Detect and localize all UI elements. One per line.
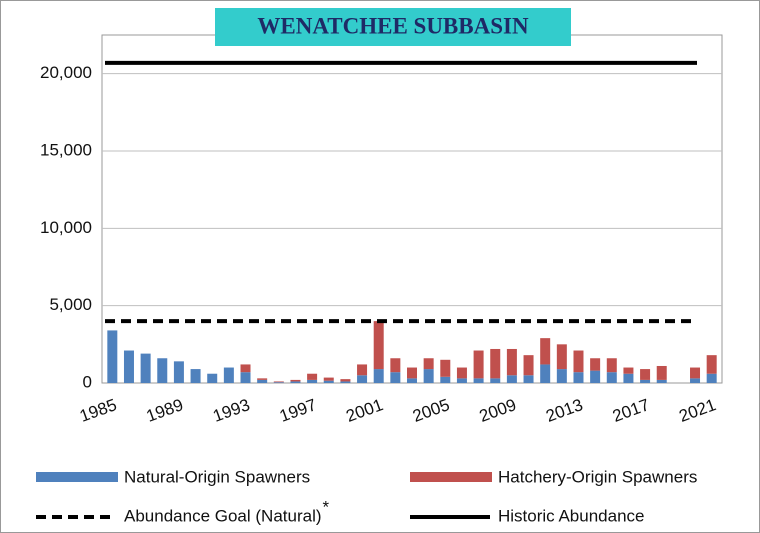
bar-segment (290, 379, 301, 382)
bar-segment (523, 355, 534, 376)
bar-segment (440, 376, 451, 383)
bar-segment (240, 364, 251, 373)
bar-segment (323, 380, 334, 383)
bar-segment (706, 355, 717, 374)
bar-segment (373, 321, 384, 370)
bar-segment (257, 378, 268, 380)
y-tick-label: 20,000 (40, 63, 92, 82)
bar-segment (323, 377, 334, 381)
bar-segment (107, 330, 118, 383)
legend-label: Natural-Origin Spawners (124, 467, 310, 486)
bar-segment (407, 367, 417, 379)
bar-segment (357, 375, 368, 383)
bar-segment (273, 381, 284, 383)
bar-segment (207, 373, 218, 383)
bar-segment (273, 382, 284, 383)
bar-segment (390, 372, 401, 383)
bar-segment (390, 358, 401, 373)
bar-segment (223, 367, 234, 383)
legend: Natural-Origin Spawners Hatchery-Origin S… (36, 467, 697, 525)
bar-segment (590, 358, 601, 371)
reference-lines (105, 60, 697, 324)
bar-segment (140, 353, 151, 383)
bar-segment (240, 372, 251, 383)
bar-segment (290, 381, 301, 383)
bar-segment (656, 365, 667, 380)
bar-segment (640, 369, 651, 380)
bar-segment (373, 369, 384, 383)
bar-segment (523, 375, 534, 383)
bar-segment (340, 381, 351, 383)
bar-segment (340, 379, 351, 382)
bar-segment (423, 369, 434, 383)
bar-segment (307, 373, 318, 380)
y-tick-label: 5,000 (49, 295, 92, 314)
y-tick-label: 10,000 (40, 218, 92, 237)
bar-segment (456, 367, 467, 379)
grid (102, 73, 722, 384)
bar-segment (307, 379, 318, 383)
bar-segment (540, 338, 551, 365)
bar-segment (423, 358, 434, 370)
bar-segment (190, 369, 201, 383)
legend-label: Hatchery-Origin Spawners (498, 467, 697, 486)
bar-segment (623, 367, 634, 374)
plot-area (101, 34, 723, 384)
bar-segment (157, 358, 168, 383)
bar-segment (706, 373, 717, 383)
bar-segment (623, 373, 634, 383)
bar-segment (573, 350, 584, 373)
bar-segment (173, 361, 184, 383)
bar-segment (656, 379, 667, 383)
bar-segment (257, 379, 268, 383)
bar-segment (506, 375, 517, 383)
y-tick-label: 0 (83, 372, 92, 391)
bar-segment (640, 379, 651, 383)
bar-segment (606, 358, 617, 373)
bar-segment (490, 348, 501, 379)
legend-footnote: * (323, 497, 330, 516)
bar-segment (456, 378, 467, 383)
bar-segment (556, 344, 567, 370)
bar-segment (506, 348, 517, 376)
bars (107, 321, 717, 383)
legend-swatch (36, 472, 118, 482)
bar-segment (473, 378, 484, 383)
bar-segment (540, 364, 551, 383)
legend-swatch (410, 472, 492, 482)
bar-segment (490, 378, 501, 383)
bar-segment (573, 372, 584, 383)
bar-segment (123, 350, 134, 383)
bar-segment (690, 378, 701, 383)
bar-segment (440, 359, 451, 377)
chart-title: WENATCHEE SUBBASIN (257, 13, 529, 38)
legend-label: Abundance Goal (Natural) (124, 506, 322, 525)
bar-segment (556, 369, 567, 383)
bar-segment (473, 350, 484, 379)
bar-segment (407, 378, 417, 383)
title-box (215, 8, 571, 46)
bar-segment (357, 364, 368, 376)
y-tick-label: 15,000 (40, 140, 92, 159)
bar-segment (690, 367, 701, 379)
legend-label: Historic Abundance (498, 506, 644, 525)
bar-segment (590, 370, 601, 383)
bar-segment (606, 372, 617, 383)
